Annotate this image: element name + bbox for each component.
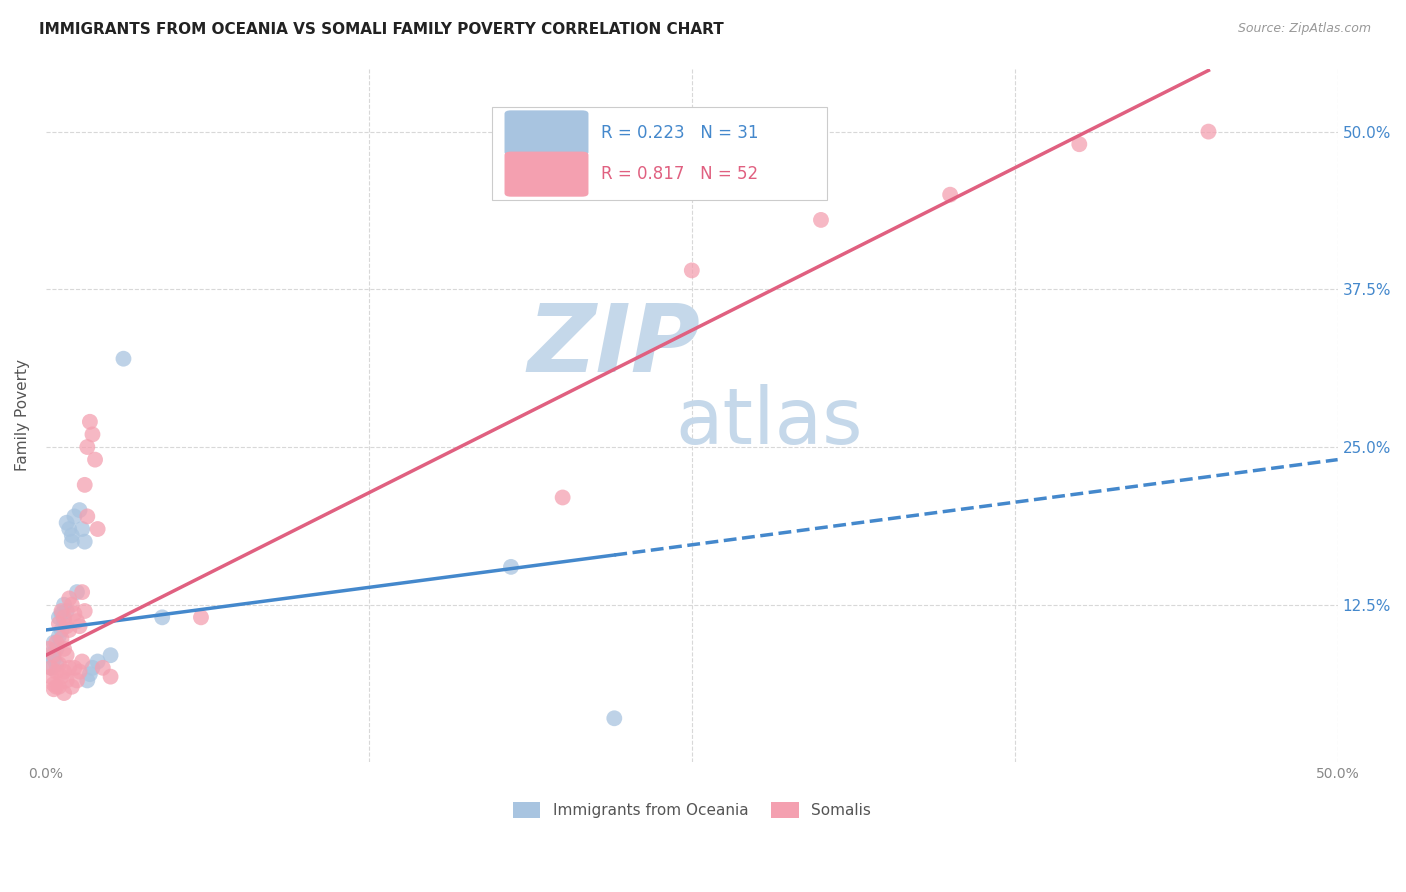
Point (66, 585, 89, 599)
Point (48, 610, 70, 624)
Point (42, 682, 65, 697)
Point (58, 623, 80, 637)
Point (551, 491, 574, 505)
Text: ZIP: ZIP (527, 300, 700, 392)
Point (499, 560, 522, 574)
Point (51, 632, 73, 646)
Point (150, 610, 173, 624)
Point (53, 641, 76, 656)
Point (53, 598, 76, 612)
Point (112, 351, 135, 366)
Point (1198, 125, 1220, 139)
FancyBboxPatch shape (492, 107, 827, 201)
Point (76, 440, 98, 454)
Point (190, 610, 212, 624)
FancyBboxPatch shape (505, 152, 589, 197)
Point (48, 680, 70, 694)
Point (86, 655, 108, 669)
Point (1069, 137, 1091, 152)
Point (84, 452, 107, 467)
Point (58, 661, 80, 675)
Point (42, 677, 65, 691)
Point (810, 213, 832, 227)
Point (76, 509, 98, 524)
Point (45, 657, 67, 671)
Y-axis label: Family Poverty: Family Poverty (15, 359, 30, 472)
Point (82, 661, 104, 675)
Point (681, 263, 703, 277)
Point (39, 670, 62, 684)
Point (63, 661, 86, 675)
Point (39, 661, 62, 675)
Point (76, 673, 98, 688)
Point (100, 648, 122, 663)
Point (42, 648, 65, 663)
Point (70, 585, 93, 599)
Point (69, 665, 91, 679)
Point (45, 641, 67, 656)
Point (63, 509, 86, 524)
Point (73, 604, 96, 618)
Point (69, 503, 91, 517)
Point (603, 711, 626, 725)
Point (60, 528, 83, 542)
Point (73, 478, 96, 492)
Legend: Immigrants from Oceania, Somalis: Immigrants from Oceania, Somalis (506, 796, 877, 824)
Point (60, 680, 83, 694)
Point (70, 655, 93, 669)
Point (38, 648, 60, 663)
Point (53, 610, 76, 624)
Text: R = 0.223   N = 31: R = 0.223 N = 31 (602, 124, 759, 142)
Point (66, 614, 89, 628)
Point (53, 686, 76, 700)
FancyBboxPatch shape (505, 111, 589, 155)
Text: IMMIGRANTS FROM OCEANIA VS SOMALI FAMILY POVERTY CORRELATION CHART: IMMIGRANTS FROM OCEANIA VS SOMALI FAMILY… (39, 22, 724, 37)
Point (45, 680, 67, 694)
Point (60, 598, 83, 612)
Point (55, 516, 77, 530)
Point (63, 607, 86, 621)
Point (48, 629, 70, 643)
Point (55, 648, 77, 663)
Text: R = 0.817   N = 52: R = 0.817 N = 52 (602, 165, 758, 183)
Point (86, 522, 108, 536)
Point (53, 614, 76, 628)
Point (79, 415, 101, 429)
Point (58, 591, 80, 606)
Point (48, 657, 70, 671)
Point (91, 661, 114, 675)
Point (100, 670, 122, 684)
Point (55, 673, 77, 688)
Point (45, 635, 67, 649)
Point (38, 641, 60, 656)
Point (69, 619, 91, 633)
Point (51, 604, 73, 618)
Point (939, 187, 962, 202)
Point (60, 534, 83, 549)
Point (51, 607, 73, 621)
Point (48, 616, 70, 631)
Point (79, 667, 101, 681)
Point (70, 522, 93, 536)
Point (42, 635, 65, 649)
Point (51, 670, 73, 684)
Point (51, 623, 73, 637)
Text: atlas: atlas (675, 384, 863, 460)
Text: Source: ZipAtlas.com: Source: ZipAtlas.com (1237, 22, 1371, 36)
Point (82, 427, 104, 442)
Point (66, 673, 89, 688)
Point (53, 665, 76, 679)
Point (73, 534, 96, 549)
Point (55, 604, 77, 618)
Point (39, 661, 62, 675)
Point (55, 619, 77, 633)
Point (45, 665, 67, 679)
Point (42, 652, 65, 666)
Point (58, 522, 80, 536)
